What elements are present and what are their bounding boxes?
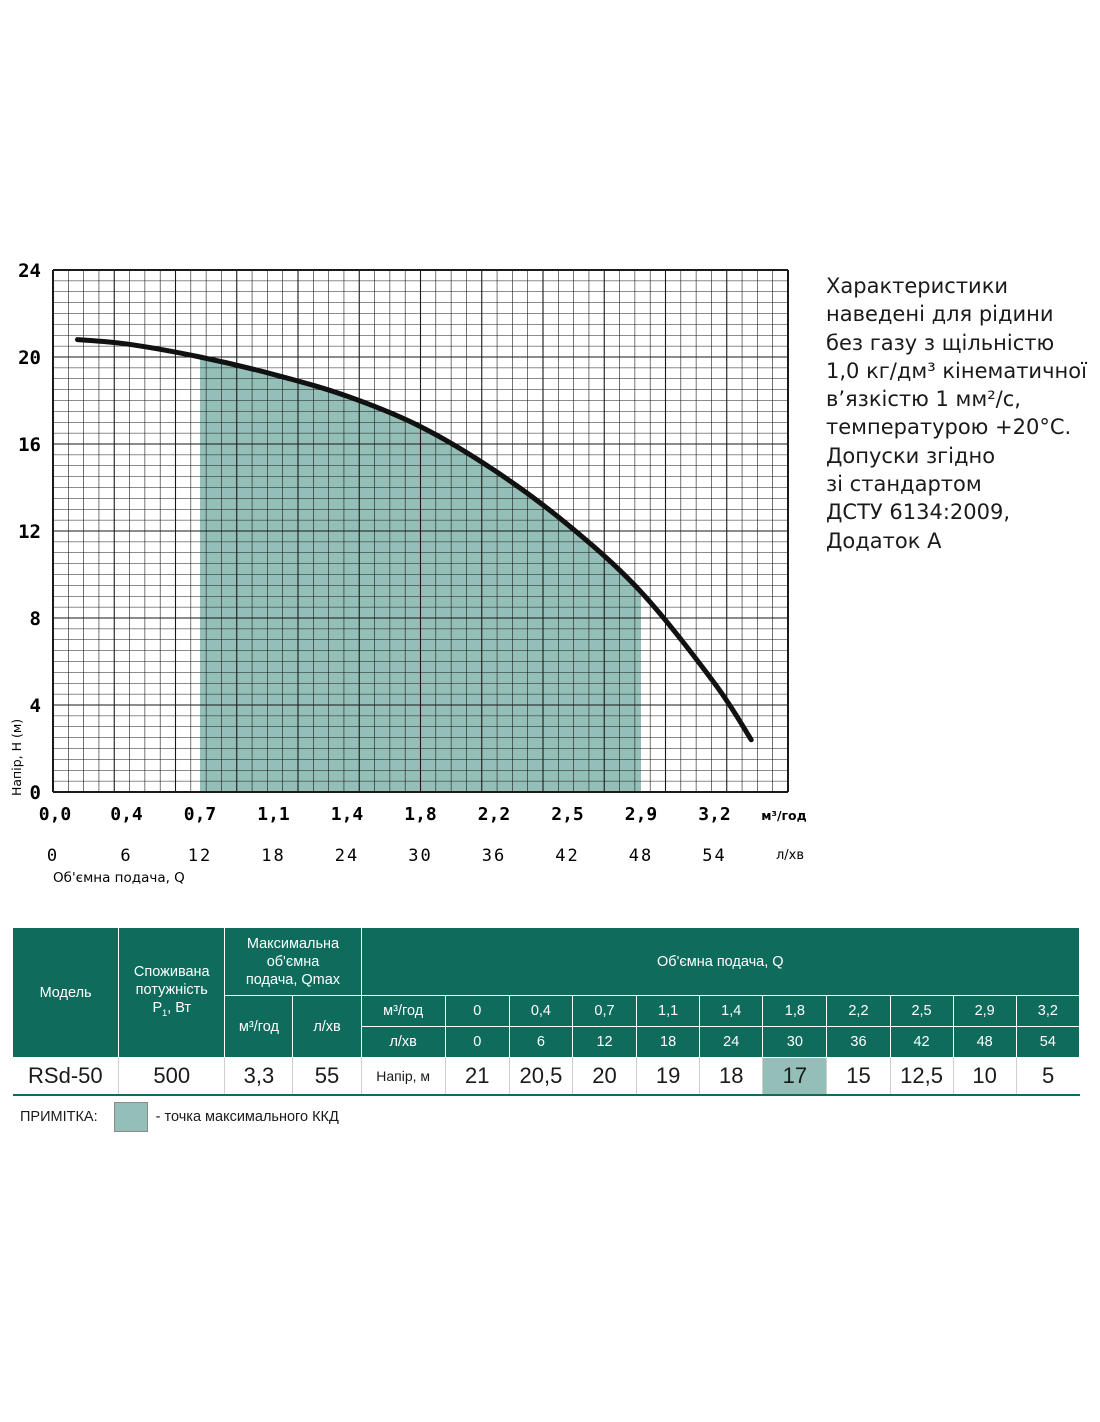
note-line: наведені для рідини — [826, 302, 1054, 327]
flow-m3h-cell: 1,1 — [636, 995, 701, 1027]
y-tick-label: 20 — [18, 347, 41, 369]
x-tick-label-m3h: 1,1 — [257, 804, 290, 825]
x-tick-label-lmin: 36 — [482, 846, 506, 866]
pump-spec-table: Модель Споживана потужність Р1, Вт Макси… — [11, 927, 1081, 1096]
x-axis-ticks-lmin: 0 6 12 18 24 30 36 42 48 54 — [47, 846, 726, 866]
flow-m3h-cell: 1,8 — [762, 995, 828, 1027]
legend-note: ПРИМІТКА: - точка максимального ККД — [20, 1102, 339, 1132]
characteristics-note: Характеристики наведені для рідини без г… — [826, 272, 1096, 555]
note-label: ПРИМІТКА: — [20, 1109, 98, 1125]
note-line: ДСТУ 6134:2009, — [826, 500, 1011, 525]
flow-lmin-cell: 6 — [508, 1026, 573, 1058]
note-line: без газу з щільністю — [826, 330, 1055, 355]
y-tick-label: 24 — [18, 260, 41, 282]
flow-m3h-cell: 2,2 — [826, 995, 891, 1027]
y-tick-label: 16 — [18, 434, 41, 456]
x-tick-label-m3h: 2,9 — [625, 804, 658, 825]
flow-m3h-cell: 0 — [444, 995, 510, 1027]
head-value-cell: 19 — [636, 1057, 700, 1096]
flow-lmin-cell: 24 — [699, 1026, 764, 1058]
x-axis-ticks-m3h: 0,0 0,4 0,7 1,1 1,4 1,8 2,2 2,5 2,9 3,2 — [39, 804, 731, 825]
qmax-m3h-cell: 3,3 — [224, 1057, 293, 1096]
x-tick-label-m3h: 1,4 — [331, 804, 364, 825]
flow-lmin-cell: 48 — [952, 1026, 1017, 1058]
x-axis-unit-m3h: м³/год — [761, 808, 806, 823]
head-value-cell: 20,5 — [508, 1057, 573, 1096]
x-tick-label-m3h: 0,4 — [110, 804, 143, 825]
x-tick-label-m3h: 2,2 — [478, 804, 511, 825]
flow-m3h-cell: 0,4 — [508, 995, 573, 1027]
y-axis-label: Напір, H (м) — [9, 719, 24, 796]
head-value-cell: 10 — [952, 1057, 1017, 1096]
model-cell: RSd-50 — [12, 1057, 119, 1096]
head-label-cell: Напір, м — [360, 1057, 446, 1096]
header-qmax: Максимальна об'ємна подача, Qmax — [224, 927, 362, 996]
head-value-cell: 21 — [444, 1057, 510, 1096]
flow-lmin-cell: 36 — [826, 1026, 891, 1058]
head-value-cell: 5 — [1015, 1057, 1080, 1096]
header-flow: Об'ємна подача, Q — [360, 927, 1081, 996]
y-axis-ticks: 0 4 8 12 16 20 24 — [18, 260, 41, 804]
note-line: Характеристики — [826, 274, 1009, 298]
x-tick-label-lmin: 6 — [120, 846, 132, 866]
flow-m3h-cell: 3,2 — [1015, 995, 1081, 1027]
note-line: Допуски згідно — [826, 443, 996, 468]
y-tick-label: 12 — [18, 521, 41, 543]
flow-lmin-cell: 42 — [889, 1026, 954, 1058]
header-power: Споживана потужність Р1, Вт — [118, 927, 226, 1058]
y-tick-label: 8 — [30, 608, 41, 630]
flow-lmin-cell: 30 — [762, 1026, 828, 1058]
head-value-cell: 12,5 — [889, 1057, 954, 1096]
flow-lmin-cell: 12 — [571, 1026, 638, 1058]
head-value-cell: 17 — [762, 1057, 827, 1096]
head-value-cell: 15 — [826, 1057, 890, 1096]
x-tick-label-lmin: 48 — [629, 846, 653, 866]
flow-m3h-cell: 1,4 — [699, 995, 764, 1027]
x-tick-label-lmin: 24 — [335, 846, 359, 866]
power-cell: 500 — [118, 1057, 225, 1096]
head-value-cell: 18 — [699, 1057, 763, 1096]
header-model: Модель — [11, 927, 120, 1058]
note-line: температурою +20°С. — [826, 415, 1072, 440]
x-tick-label-lmin: 30 — [408, 846, 432, 866]
x-axis-label: Об'ємна подача, Q — [53, 870, 185, 886]
x-tick-label-m3h: 1,8 — [404, 804, 437, 825]
flow-unit-m3h: м³/год — [360, 995, 446, 1027]
note-line: Додаток А — [826, 528, 942, 553]
x-axis-unit-lmin: л/хв — [776, 848, 804, 863]
chart-grid — [52, 269, 789, 793]
x-tick-label-lmin: 0 — [47, 846, 59, 866]
legend-text: - точка максимального ККД — [155, 1109, 339, 1125]
flow-m3h-cell: 2,5 — [889, 995, 954, 1027]
head-value-cell: 20 — [571, 1057, 637, 1096]
x-tick-label-lmin: 42 — [555, 846, 579, 866]
qmax-lmin-cell: 55 — [292, 1057, 362, 1096]
header-qmax-lmin: л/хв — [292, 995, 362, 1058]
head-curve — [75, 337, 754, 743]
flow-lmin-cell: 54 — [1015, 1026, 1081, 1058]
note-line: в’язкістю 1 мм²/с, — [826, 387, 1021, 412]
flow-m3h-cell: 2,9 — [952, 995, 1017, 1027]
x-tick-label-lmin: 12 — [188, 846, 212, 866]
flow-lmin-cell: 0 — [444, 1026, 510, 1058]
y-tick-label: 4 — [30, 695, 41, 717]
x-tick-label-m3h: 0,7 — [184, 804, 217, 825]
x-tick-label-m3h: 3,2 — [698, 804, 731, 825]
note-line: зі стандартом — [826, 472, 982, 497]
x-tick-label-m3h: 0,0 — [39, 804, 72, 825]
header-qmax-m3h: м³/год — [224, 995, 294, 1058]
x-tick-label-lmin: 54 — [702, 846, 726, 866]
flow-m3h-cell: 0,7 — [571, 995, 638, 1027]
y-tick-label: 0 — [30, 782, 41, 804]
flow-lmin-cell: 18 — [636, 1026, 701, 1058]
note-line: 1,0 кг/дм³ кінематичної — [826, 358, 1087, 383]
max-efficiency-swatch — [113, 1102, 148, 1132]
x-tick-label-lmin: 18 — [261, 846, 285, 866]
x-tick-label-m3h: 2,5 — [551, 804, 584, 825]
flow-unit-lmin: л/хв — [360, 1026, 446, 1058]
